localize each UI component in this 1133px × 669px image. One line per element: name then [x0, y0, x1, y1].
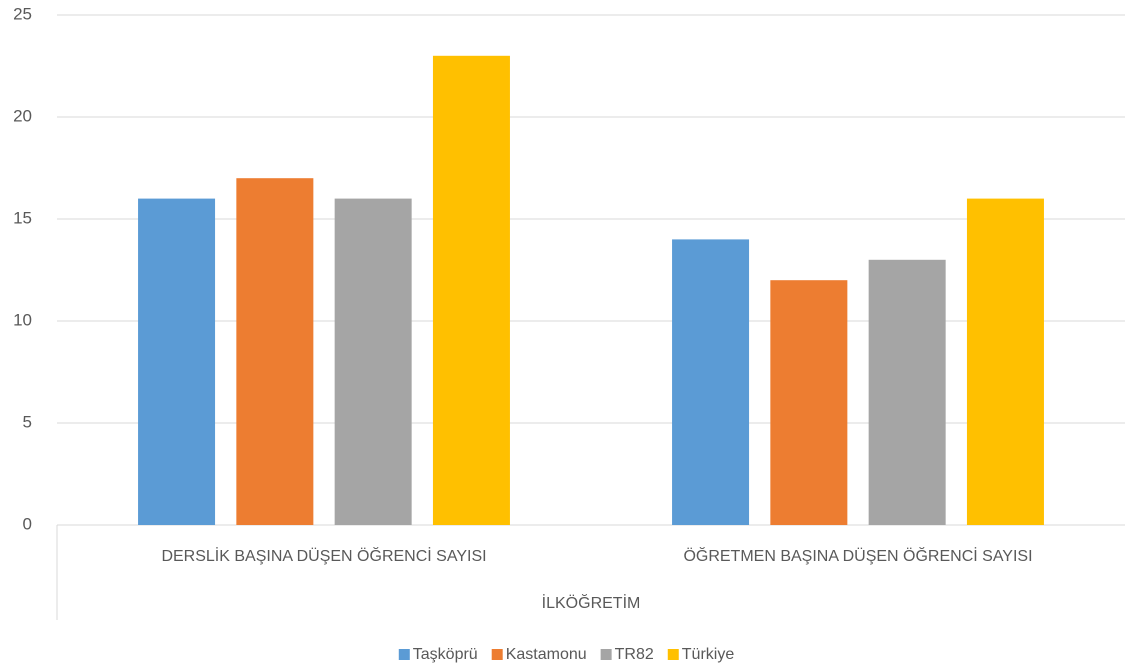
- bar: [672, 239, 750, 525]
- y-tick-label: 5: [23, 412, 32, 431]
- legend-label: TR82: [615, 646, 654, 663]
- legend-swatch: [667, 649, 679, 660]
- legend-label: Taşköprü: [413, 646, 478, 663]
- bar: [432, 55, 510, 526]
- bar: [868, 259, 946, 525]
- bar: [138, 198, 216, 525]
- x-tick-label: ÖĞRETMEN BAŞINA DÜŞEN ÖĞRENCİ SAYISI: [683, 546, 1032, 565]
- bar: [236, 178, 314, 525]
- y-tick-label: 15: [13, 208, 32, 227]
- legend-label: Kastamonu: [506, 646, 587, 663]
- bar: [966, 198, 1044, 525]
- y-tick-label: 0: [23, 514, 32, 533]
- legend-swatch: [398, 649, 410, 660]
- group-label: İLKÖĞRETİM: [542, 593, 641, 612]
- y-tick-label: 25: [13, 4, 32, 23]
- y-tick-label: 20: [13, 106, 32, 125]
- legend-label: Türkiye: [682, 646, 735, 663]
- bar: [770, 280, 848, 525]
- legend-swatch: [600, 649, 612, 660]
- x-tick-label: DERSLİK BAŞINA DÜŞEN ÖĞRENCİ SAYISI: [161, 546, 486, 565]
- y-tick-label: 10: [13, 310, 32, 329]
- bar: [334, 198, 412, 525]
- legend-swatch: [491, 649, 503, 660]
